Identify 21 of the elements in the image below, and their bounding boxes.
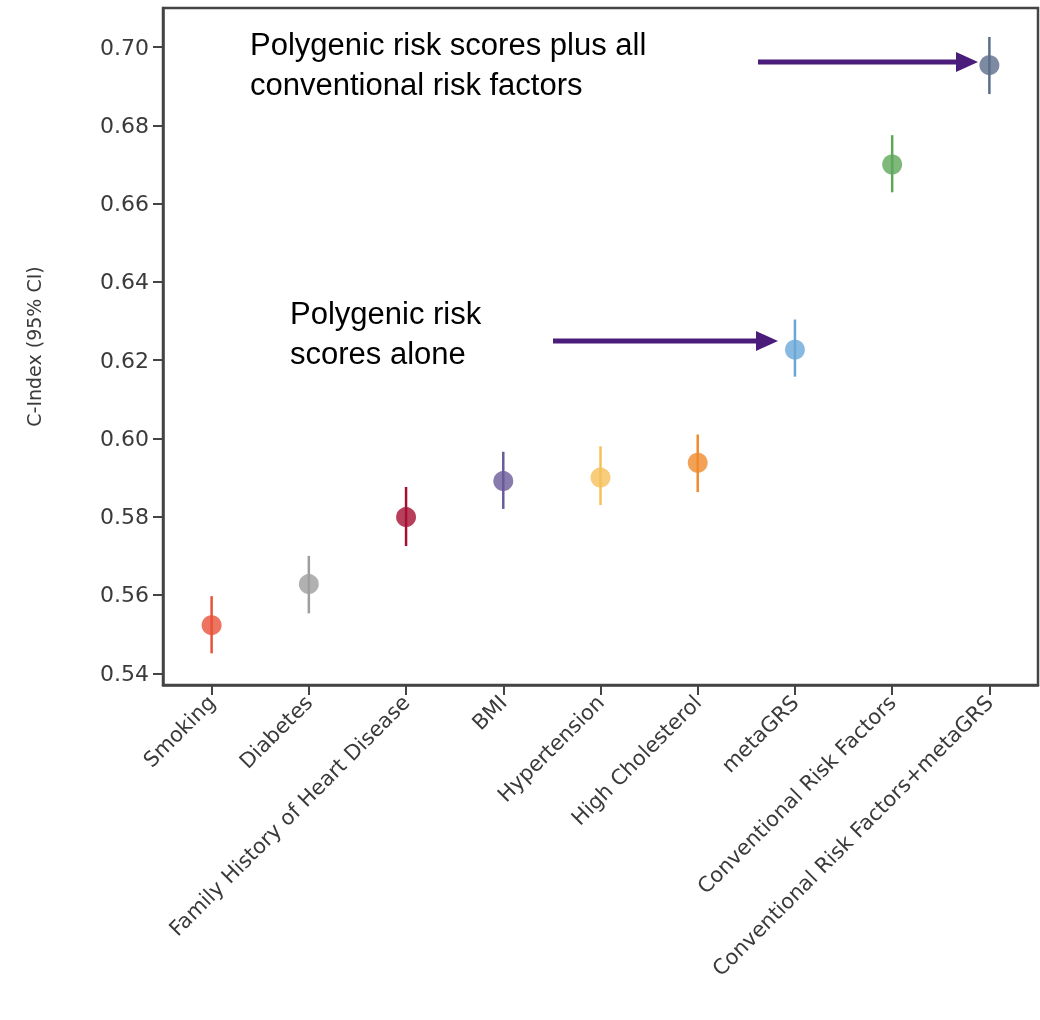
point	[493, 471, 514, 492]
point	[784, 339, 805, 360]
y-tick-label: 0.56	[100, 582, 149, 608]
point	[979, 55, 1000, 76]
y-tick-label: 0.66	[100, 191, 149, 217]
point	[396, 507, 417, 528]
point	[687, 452, 708, 473]
y-tick-label: 0.54	[100, 660, 149, 686]
y-tick-label: 0.68	[100, 112, 149, 138]
point	[298, 574, 319, 595]
annotation: Polygenic risk scores plus all conventional risk factors	[250, 26, 655, 102]
annotation: Polygenic risk scores alone	[290, 295, 490, 371]
point	[590, 467, 611, 488]
y-tick-label: 0.60	[100, 425, 149, 451]
y-tick-label: 0.62	[100, 347, 149, 373]
y-tick-label: 0.64	[100, 269, 149, 295]
point	[201, 615, 222, 636]
y-axis-title: C-Index (95% CI)	[22, 266, 45, 427]
y-tick-label: 0.70	[100, 34, 149, 60]
point	[882, 154, 903, 175]
y-tick-label: 0.58	[100, 504, 149, 530]
